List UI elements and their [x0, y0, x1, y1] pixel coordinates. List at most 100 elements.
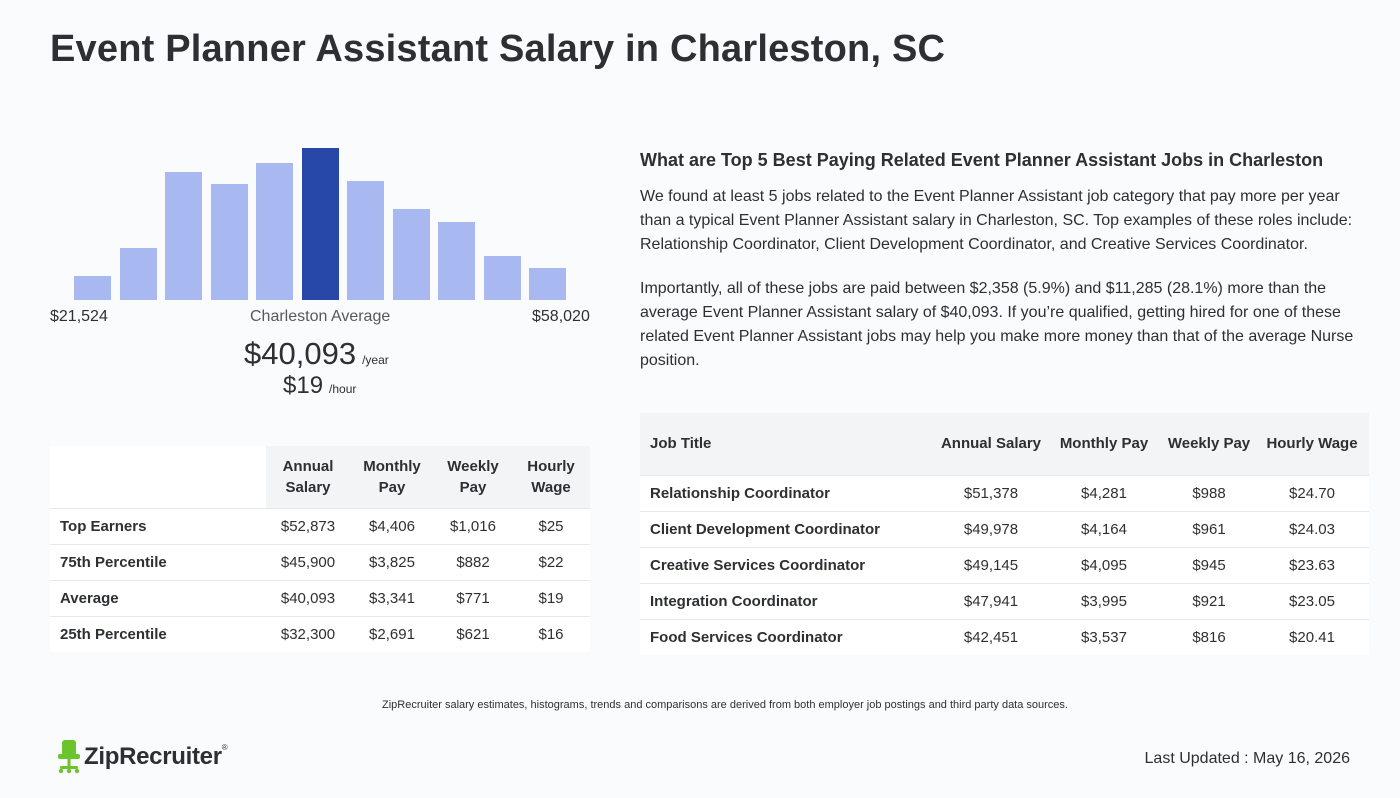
header-weekly-pay: Weekly Pay — [434, 446, 512, 508]
hourly-cell: $20.41 — [1255, 618, 1369, 655]
hourly-cell: $16 — [512, 615, 590, 652]
related-jobs-paragraph-2: Importantly, all of these jobs are paid … — [640, 280, 1354, 369]
logo-text: ZipRecruiter® — [84, 743, 228, 771]
histogram-bar — [119, 248, 157, 300]
histogram-bar — [165, 172, 202, 300]
annual-cell: $49,145 — [937, 546, 1045, 583]
weekly-cell: $945 — [1163, 546, 1255, 583]
row-label: Average — [50, 579, 266, 616]
table-row: Client Development Coordinator $49,978 $… — [640, 510, 1369, 547]
header-job-title: Job Title — [650, 435, 712, 453]
hourly-cell: $23.05 — [1255, 582, 1369, 619]
hourly-cell: $19 — [512, 579, 590, 616]
hourly-average-value: $19 — [283, 372, 324, 399]
logo-wordmark: ZipRecruiter — [84, 743, 222, 770]
job-title-cell: Food Services Coordinator — [640, 618, 937, 655]
histogram-bar — [256, 163, 293, 300]
header-annual-salary: Annual Salary — [940, 435, 1042, 453]
salary-histogram — [50, 140, 590, 300]
histogram-bar — [483, 256, 521, 300]
weekly-cell: $961 — [1163, 510, 1255, 547]
histogram-average-label: Charleston Average — [250, 308, 391, 325]
hourly-cell: $24.03 — [1255, 510, 1369, 547]
annual-cell: $49,978 — [937, 510, 1045, 547]
hourly-cell: $22 — [512, 543, 590, 580]
row-label: 25th Percentile — [50, 615, 266, 652]
related-jobs-paragraph-1: We found at least 5 jobs related to the … — [640, 188, 1353, 253]
weekly-cell: $621 — [434, 615, 512, 652]
related-jobs-table-header: Job Title Annual Salary Monthly Pay Week… — [640, 413, 1369, 475]
header-empty — [50, 446, 266, 508]
hourly-unit: /hour — [329, 382, 357, 396]
monthly-cell: $2,691 — [350, 615, 434, 652]
monthly-cell: $3,537 — [1045, 618, 1163, 655]
percentile-table: Annual Salary Monthly Pay Weekly Pay Hou… — [50, 446, 590, 652]
weekly-cell: $921 — [1163, 582, 1255, 619]
table-row: 25th Percentile $32,300 $2,691 $621 $16 — [50, 615, 590, 652]
weekly-cell: $882 — [434, 543, 512, 580]
header-weekly-pay: Weekly Pay — [1167, 435, 1251, 453]
related-jobs-table: Job Title Annual Salary Monthly Pay Week… — [640, 413, 1369, 655]
table-row: 75th Percentile $45,900 $3,825 $882 $22 — [50, 543, 590, 580]
job-title-cell: Client Development Coordinator — [640, 510, 937, 547]
histogram-max-label: $58,020 — [532, 308, 590, 325]
histogram-bar — [347, 181, 384, 300]
related-jobs-heading: What are Top 5 Best Paying Related Event… — [640, 150, 1324, 170]
annual-cell: $42,451 — [937, 618, 1045, 655]
histogram-bar — [210, 184, 248, 300]
monthly-cell: $4,095 — [1045, 546, 1163, 583]
hourly-cell: $23.63 — [1255, 546, 1369, 583]
histogram-bar — [438, 222, 475, 300]
table-row: Average $40,093 $3,341 $771 $19 — [50, 579, 590, 616]
histogram-bar — [74, 276, 111, 300]
last-updated: Last Updated : May 16, 2026 — [1144, 750, 1350, 767]
annual-cell: $51,378 — [937, 474, 1045, 511]
disclaimer: ZipRecruiter salary estimates, histogram… — [382, 699, 1068, 711]
job-title-cell: Integration Coordinator — [640, 582, 937, 619]
header-hourly-wage: Hourly Wage — [512, 446, 590, 508]
chair-icon — [58, 740, 80, 774]
annual-average: $40,093/year — [244, 336, 389, 372]
monthly-cell: $3,341 — [350, 579, 434, 616]
table-row: Integration Coordinator $47,941 $3,995 $… — [640, 582, 1369, 619]
monthly-cell: $4,406 — [350, 507, 434, 544]
header-hourly-wage: Hourly Wage — [1266, 435, 1358, 453]
table-row: Creative Services Coordinator $49,145 $4… — [640, 546, 1369, 583]
weekly-cell: $988 — [1163, 474, 1255, 511]
annual-cell: $45,900 — [266, 543, 350, 580]
histogram-bar — [529, 268, 566, 300]
page-title: Event Planner Assistant Salary in Charle… — [50, 28, 946, 70]
hourly-cell: $24.70 — [1255, 474, 1369, 511]
hourly-average: $19/hour — [283, 372, 356, 400]
percentile-table-header: Annual Salary Monthly Pay Weekly Pay Hou… — [50, 446, 590, 508]
header-annual-salary: Annual Salary — [266, 446, 350, 508]
table-row: Food Services Coordinator $42,451 $3,537… — [640, 618, 1369, 655]
header-monthly-pay: Monthly Pay — [1059, 435, 1149, 453]
table-row: Relationship Coordinator $51,378 $4,281 … — [640, 474, 1369, 511]
monthly-cell: $3,995 — [1045, 582, 1163, 619]
annual-cell: $47,941 — [937, 582, 1045, 619]
histogram-bar — [301, 148, 339, 300]
ziprecruiter-logo[interactable]: ZipRecruiter® — [58, 740, 228, 774]
job-title-cell: Creative Services Coordinator — [640, 546, 937, 583]
annual-unit: /year — [362, 353, 389, 367]
hourly-cell: $25 — [512, 507, 590, 544]
row-label: Top Earners — [50, 507, 266, 544]
annual-cell: $52,873 — [266, 507, 350, 544]
weekly-cell: $816 — [1163, 618, 1255, 655]
annual-average-value: $40,093 — [244, 336, 357, 371]
histogram-bar — [392, 209, 430, 300]
table-row: Top Earners $52,873 $4,406 $1,016 $25 — [50, 507, 590, 544]
monthly-cell: $3,825 — [350, 543, 434, 580]
monthly-cell: $4,281 — [1045, 474, 1163, 511]
job-title-cell: Relationship Coordinator — [640, 474, 937, 511]
annual-cell: $40,093 — [266, 579, 350, 616]
annual-cell: $32,300 — [266, 615, 350, 652]
row-label: 75th Percentile — [50, 543, 266, 580]
monthly-cell: $4,164 — [1045, 510, 1163, 547]
registered-mark: ® — [221, 743, 228, 752]
histogram-min-label: $21,524 — [50, 308, 108, 325]
header-monthly-pay: Monthly Pay — [350, 446, 434, 508]
weekly-cell: $1,016 — [434, 507, 512, 544]
weekly-cell: $771 — [434, 579, 512, 616]
